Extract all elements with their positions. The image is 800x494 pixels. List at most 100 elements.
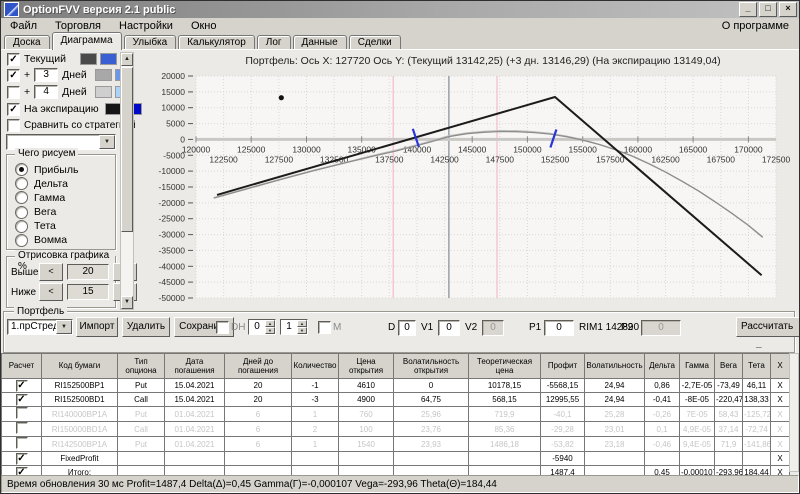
tab-Доска[interactable]: Доска xyxy=(4,35,50,50)
row-checkbox[interactable] xyxy=(15,407,28,419)
row-checkbox[interactable]: ✓ xyxy=(15,379,28,392)
row-checkbox[interactable] xyxy=(15,422,28,434)
row-delete-button[interactable]: X xyxy=(770,451,790,466)
tab-Улыбка[interactable]: Улыбка xyxy=(123,35,177,50)
radio-row-Прибыль[interactable]: Прибыль xyxy=(15,163,113,176)
plus3-checkbox[interactable]: ✓ xyxy=(7,68,20,82)
row-checkbox[interactable]: ✓ xyxy=(15,452,28,465)
radio-row-Вомма[interactable]: Вомма xyxy=(15,233,113,247)
row-calc-checkbox-cell[interactable]: ✓ xyxy=(1,392,42,407)
row-delete-button[interactable]: X xyxy=(770,421,790,437)
column-header: Расчет xyxy=(1,353,42,379)
import-button[interactable]: Импорт xyxy=(76,317,118,337)
draw-what-group: Чего рисуем Прибыль Дельта Гамма Вега Тета Во… xyxy=(6,148,116,250)
current-color1-swatch[interactable] xyxy=(80,53,97,65)
portfolio-group: Портфель 1.прСтредл ▼ Импорт Удалить Сох… xyxy=(3,306,799,353)
table-scrollbar[interactable] xyxy=(789,353,799,472)
row-checkbox[interactable] xyxy=(15,437,28,449)
row-checkbox[interactable]: ✓ xyxy=(15,393,28,406)
row-delete-button[interactable]: X xyxy=(770,378,790,393)
menu-item-Настройки[interactable]: Настройки xyxy=(119,19,173,32)
p1-field[interactable]: 0 xyxy=(544,320,574,336)
row-delete-button[interactable]: X xyxy=(770,406,790,422)
spin-up-icon[interactable]: ▲ xyxy=(297,320,307,327)
portfolio-preset-dropdown[interactable]: 1.прСтредл ▼ xyxy=(7,319,73,335)
tab-Лог[interactable]: Лог xyxy=(256,35,291,50)
spin-down-icon[interactable]: ▼ xyxy=(297,327,307,334)
tab-Сделки[interactable]: Сделки xyxy=(348,35,401,50)
plus4-checkbox[interactable] xyxy=(7,85,20,99)
radio-row-Вега[interactable]: Вега xyxy=(15,205,113,219)
menu-item-Файл[interactable]: Файл xyxy=(10,19,38,32)
dh-spinner-1[interactable]: 0 ▲ ▼ xyxy=(248,319,276,335)
d-label: D xyxy=(388,322,396,333)
spin-up-icon[interactable]: ▲ xyxy=(265,320,275,327)
radio-row-Гамма[interactable]: Гамма xyxy=(15,191,113,205)
panel-scrollbar[interactable]: ▲ ▼ xyxy=(120,52,134,310)
tab-Диаграмма[interactable]: Диаграмма xyxy=(51,32,122,50)
compare-strategy-checkbox[interactable] xyxy=(7,118,20,132)
minimize-button[interactable]: _ xyxy=(739,2,757,17)
menu-about[interactable]: О программе xyxy=(721,19,789,32)
row-calc-checkbox-cell[interactable] xyxy=(1,421,42,437)
below-value: 15 xyxy=(67,284,109,300)
plus4-color1-swatch[interactable] xyxy=(94,86,112,98)
current-color2-swatch[interactable] xyxy=(100,53,117,65)
value-cell xyxy=(164,451,225,466)
chevron-down-icon[interactable]: ▼ xyxy=(99,135,115,149)
spin-down-icon[interactable]: ▼ xyxy=(265,327,275,334)
value-cell xyxy=(584,451,645,466)
scroll-up-icon[interactable]: ▲ xyxy=(121,53,133,66)
row-calc-checkbox-cell[interactable]: ✓ xyxy=(1,378,42,393)
row-delete-button[interactable]: X xyxy=(770,436,790,452)
m-checkbox[interactable] xyxy=(318,321,331,334)
close-button[interactable]: × xyxy=(779,2,797,17)
dh-spinner-1-value: 0 xyxy=(254,321,260,332)
value-cell: -3 xyxy=(291,392,339,407)
radio-icon[interactable] xyxy=(15,163,28,176)
row-calc-checkbox-cell[interactable] xyxy=(1,406,42,422)
row-calc-checkbox-cell[interactable]: ✓ xyxy=(1,451,42,466)
scroll-down-icon[interactable]: ▼ xyxy=(121,296,133,309)
svg-text:-40000: -40000 xyxy=(159,261,186,271)
maximize-button[interactable]: □ xyxy=(759,2,777,17)
menu-item-Торговля[interactable]: Торговля xyxy=(55,19,101,32)
radio-row-Тета[interactable]: Тета xyxy=(15,219,113,233)
radio-icon[interactable] xyxy=(15,205,28,219)
value-cell: 23,18 xyxy=(584,436,645,452)
svg-text:162500: 162500 xyxy=(651,154,680,164)
radio-icon[interactable] xyxy=(15,191,28,205)
strategy-dropdown[interactable]: ▼ xyxy=(6,134,116,150)
app-icon xyxy=(4,2,19,17)
calculate-button[interactable]: Рассчитать xyxy=(736,317,799,337)
delete-button[interactable]: Удалить xyxy=(122,317,170,337)
expiry-checkbox[interactable]: ✓ xyxy=(7,102,20,116)
d-field[interactable]: 0 xyxy=(398,320,416,336)
payoff-chart[interactable]: 20000 15000 10000 5000 0 -5000 -10000 -15000 -20… xyxy=(139,50,797,312)
above-decrement-button[interactable]: < xyxy=(39,263,63,281)
tab-Данные[interactable]: Данные xyxy=(292,35,347,50)
radio-row-Дельта[interactable]: Дельта xyxy=(15,177,113,191)
menu-item-Окно[interactable]: Окно xyxy=(190,19,217,32)
scrollbar-thumb[interactable] xyxy=(121,67,133,232)
row-delete-button[interactable]: X xyxy=(770,392,790,407)
chart-title: Портфель: Ось X: 127720 Ось Y: (Текущий … xyxy=(245,55,721,67)
value-cell: RI152500BD1 xyxy=(41,392,118,407)
column-header: Тета xyxy=(742,353,771,379)
dh-spinner-2[interactable]: 1 ▲ ▼ xyxy=(280,319,308,335)
tab-Калькулятор[interactable]: Калькулятор xyxy=(178,35,255,50)
radio-icon[interactable] xyxy=(15,219,28,233)
plus3-color1-swatch[interactable] xyxy=(94,69,112,81)
splitter-handle[interactable]: _ xyxy=(756,338,762,349)
dh-checkbox[interactable] xyxy=(216,321,229,334)
below-decrement-button[interactable]: < xyxy=(39,283,63,301)
row-calc-checkbox-cell[interactable] xyxy=(1,436,42,452)
chevron-down-icon[interactable]: ▼ xyxy=(56,320,72,334)
profit-cell: -5940 xyxy=(540,451,585,466)
v1-field[interactable]: 0 xyxy=(438,320,460,336)
plus3-days-input[interactable]: 3 xyxy=(34,68,59,82)
radio-icon[interactable] xyxy=(15,177,28,191)
plus4-days-input[interactable]: 4 xyxy=(34,85,59,99)
current-checkbox[interactable]: ✓ xyxy=(7,52,20,66)
radio-icon[interactable] xyxy=(15,233,28,247)
